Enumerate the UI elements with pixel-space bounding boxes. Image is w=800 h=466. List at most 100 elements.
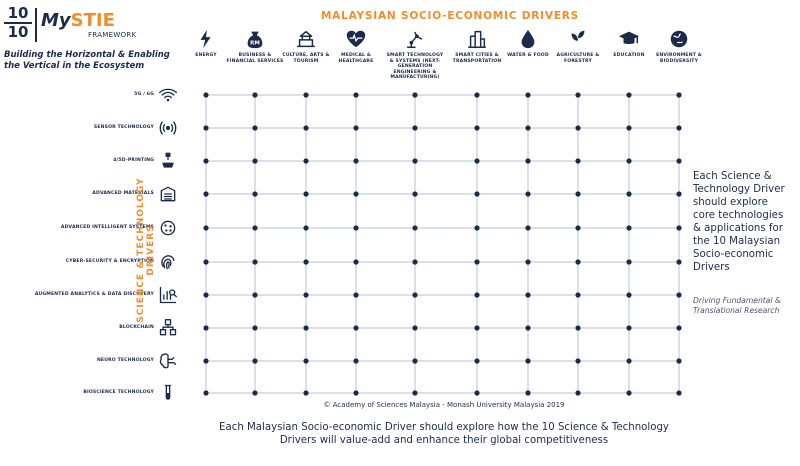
grid-node bbox=[676, 125, 682, 131]
row-header: BIOSCIENCE TECHNOLOGY bbox=[10, 380, 178, 406]
grid-node bbox=[412, 225, 418, 231]
grid-node bbox=[412, 158, 418, 164]
grid-node bbox=[626, 259, 632, 265]
grid-node bbox=[303, 325, 309, 331]
grid-node bbox=[525, 390, 531, 396]
test-tube-icon bbox=[164, 384, 172, 400]
grid-node bbox=[575, 92, 581, 98]
grid-node bbox=[676, 292, 682, 298]
grid-node bbox=[203, 158, 209, 164]
grid-node bbox=[626, 225, 632, 231]
column-label: MEDICAL & HEALTHCARE bbox=[338, 53, 374, 64]
svg-text:RM: RM bbox=[250, 41, 260, 47]
row-header: SENSOR TECHNOLOGY bbox=[10, 115, 178, 141]
grid-node bbox=[676, 390, 682, 396]
grid-node bbox=[303, 225, 309, 231]
grid-node bbox=[626, 358, 632, 364]
grid-node bbox=[676, 225, 682, 231]
money-bag-icon: RM bbox=[247, 31, 263, 49]
grid-node bbox=[626, 325, 632, 331]
column-header: ENERGY bbox=[177, 28, 235, 59]
grid-node bbox=[412, 358, 418, 364]
grid-node bbox=[525, 259, 531, 265]
column-label: ENVIRONMENT & BIODIVERSITY bbox=[656, 53, 702, 64]
printer-icon bbox=[162, 152, 174, 168]
brain-icon bbox=[159, 353, 177, 369]
grid-node bbox=[676, 358, 682, 364]
grid-node bbox=[203, 292, 209, 298]
tourism-icon bbox=[297, 30, 315, 48]
grid-node bbox=[474, 125, 480, 131]
grid-node bbox=[203, 225, 209, 231]
row-header: 4/5D-PRINTING bbox=[10, 148, 178, 174]
column-header: AGRICULTURE & FORESTRY bbox=[549, 28, 607, 64]
grid-node bbox=[203, 358, 209, 364]
row-label: 5G / 6G bbox=[134, 92, 154, 97]
row-label: NEURO TECHNOLOGY bbox=[96, 358, 154, 363]
row-header: ADVANCED INTELLIGENT SYSTEMS bbox=[10, 215, 178, 241]
mystie-logo: 10 10 MySTIE FRAMEWORK bbox=[4, 6, 184, 66]
grid-node bbox=[412, 292, 418, 298]
row-header: CYBER-SECURITY & ENCRYPTION bbox=[10, 249, 178, 275]
right-description: Each Science & Technology Driver should … bbox=[693, 171, 785, 273]
grid-node bbox=[525, 125, 531, 131]
grid-node bbox=[474, 325, 480, 331]
column-header: MEDICAL & HEALTHCARE bbox=[327, 28, 385, 64]
row-header: AUGMENTED ANALYTICS & DATA DISCOVERY bbox=[10, 282, 178, 308]
right-note: Driving Fundamental & Translational Rese… bbox=[693, 296, 781, 315]
column-label: SMART CITIES & TRANSPORTATION bbox=[452, 53, 502, 64]
logo-denominator: 10 bbox=[7, 23, 29, 41]
logo-name-prefix: My bbox=[41, 10, 71, 31]
logo-subtitle: FRAMEWORK bbox=[88, 31, 137, 39]
grid-node bbox=[303, 191, 309, 197]
grid-node bbox=[353, 191, 359, 197]
grid-node bbox=[203, 125, 209, 131]
grid-node bbox=[412, 390, 418, 396]
grid-node bbox=[252, 390, 258, 396]
grid-node bbox=[626, 292, 632, 298]
grid-node bbox=[412, 191, 418, 197]
row-header: ADVANCED MATERIALS bbox=[10, 181, 178, 207]
socio-economic-title: MALAYSIAN SOCIO-ECONOMIC DRIVERS bbox=[320, 10, 580, 22]
column-label: WATER & FOOD bbox=[507, 53, 549, 58]
materials-icon bbox=[160, 186, 176, 202]
grid-node bbox=[353, 158, 359, 164]
grid-node bbox=[203, 390, 209, 396]
grid-node bbox=[474, 225, 480, 231]
grid-node bbox=[474, 92, 480, 98]
robot-arm-icon bbox=[406, 31, 423, 48]
grid-node bbox=[252, 191, 258, 197]
blockchain-icon bbox=[159, 319, 177, 336]
analytics-icon bbox=[159, 286, 177, 304]
grid-node bbox=[303, 390, 309, 396]
grid-node bbox=[525, 292, 531, 298]
grid-node bbox=[353, 125, 359, 131]
logo-fraction: 10 10 bbox=[4, 6, 32, 40]
grid-node bbox=[252, 158, 258, 164]
grid-node bbox=[575, 325, 581, 331]
science-technology-title: SCIENCE & TECHNOLOGY DRIVERS bbox=[136, 177, 156, 323]
row-header: 5G / 6G bbox=[10, 82, 178, 108]
logo-fraction-bar bbox=[4, 22, 32, 24]
row-header: BLOCKCHAIN bbox=[10, 315, 178, 341]
grid-node bbox=[252, 225, 258, 231]
column-header: SMART TECHNOLOGY & SYSTEMS (NEXT-GENERAT… bbox=[386, 28, 444, 81]
column-header: RM BUSINESS & FINANCIAL SERVICES bbox=[226, 28, 284, 64]
grid-node bbox=[676, 191, 682, 197]
column-header: ENVIRONMENT & BIODIVERSITY bbox=[650, 28, 708, 64]
grid-node bbox=[303, 259, 309, 265]
grid-node bbox=[353, 292, 359, 298]
fingerprint-icon bbox=[161, 255, 175, 270]
grid-node bbox=[525, 358, 531, 364]
column-label: CULTURE, ARTS & TOURISM bbox=[282, 53, 330, 64]
column-header: SMART CITIES & TRANSPORTATION bbox=[448, 28, 506, 64]
row-label: BLOCKCHAIN bbox=[119, 325, 154, 330]
water-drop-icon bbox=[521, 29, 535, 49]
row-label: ADVANCED INTELLIGENT SYSTEMS bbox=[60, 225, 154, 230]
grid-node bbox=[575, 292, 581, 298]
grid-node bbox=[252, 125, 258, 131]
tagline: Building the Horizontal & Enabling the V… bbox=[4, 50, 170, 71]
grid-node bbox=[252, 292, 258, 298]
grid-node bbox=[353, 390, 359, 396]
row-label: SENSOR TECHNOLOGY bbox=[93, 125, 154, 130]
